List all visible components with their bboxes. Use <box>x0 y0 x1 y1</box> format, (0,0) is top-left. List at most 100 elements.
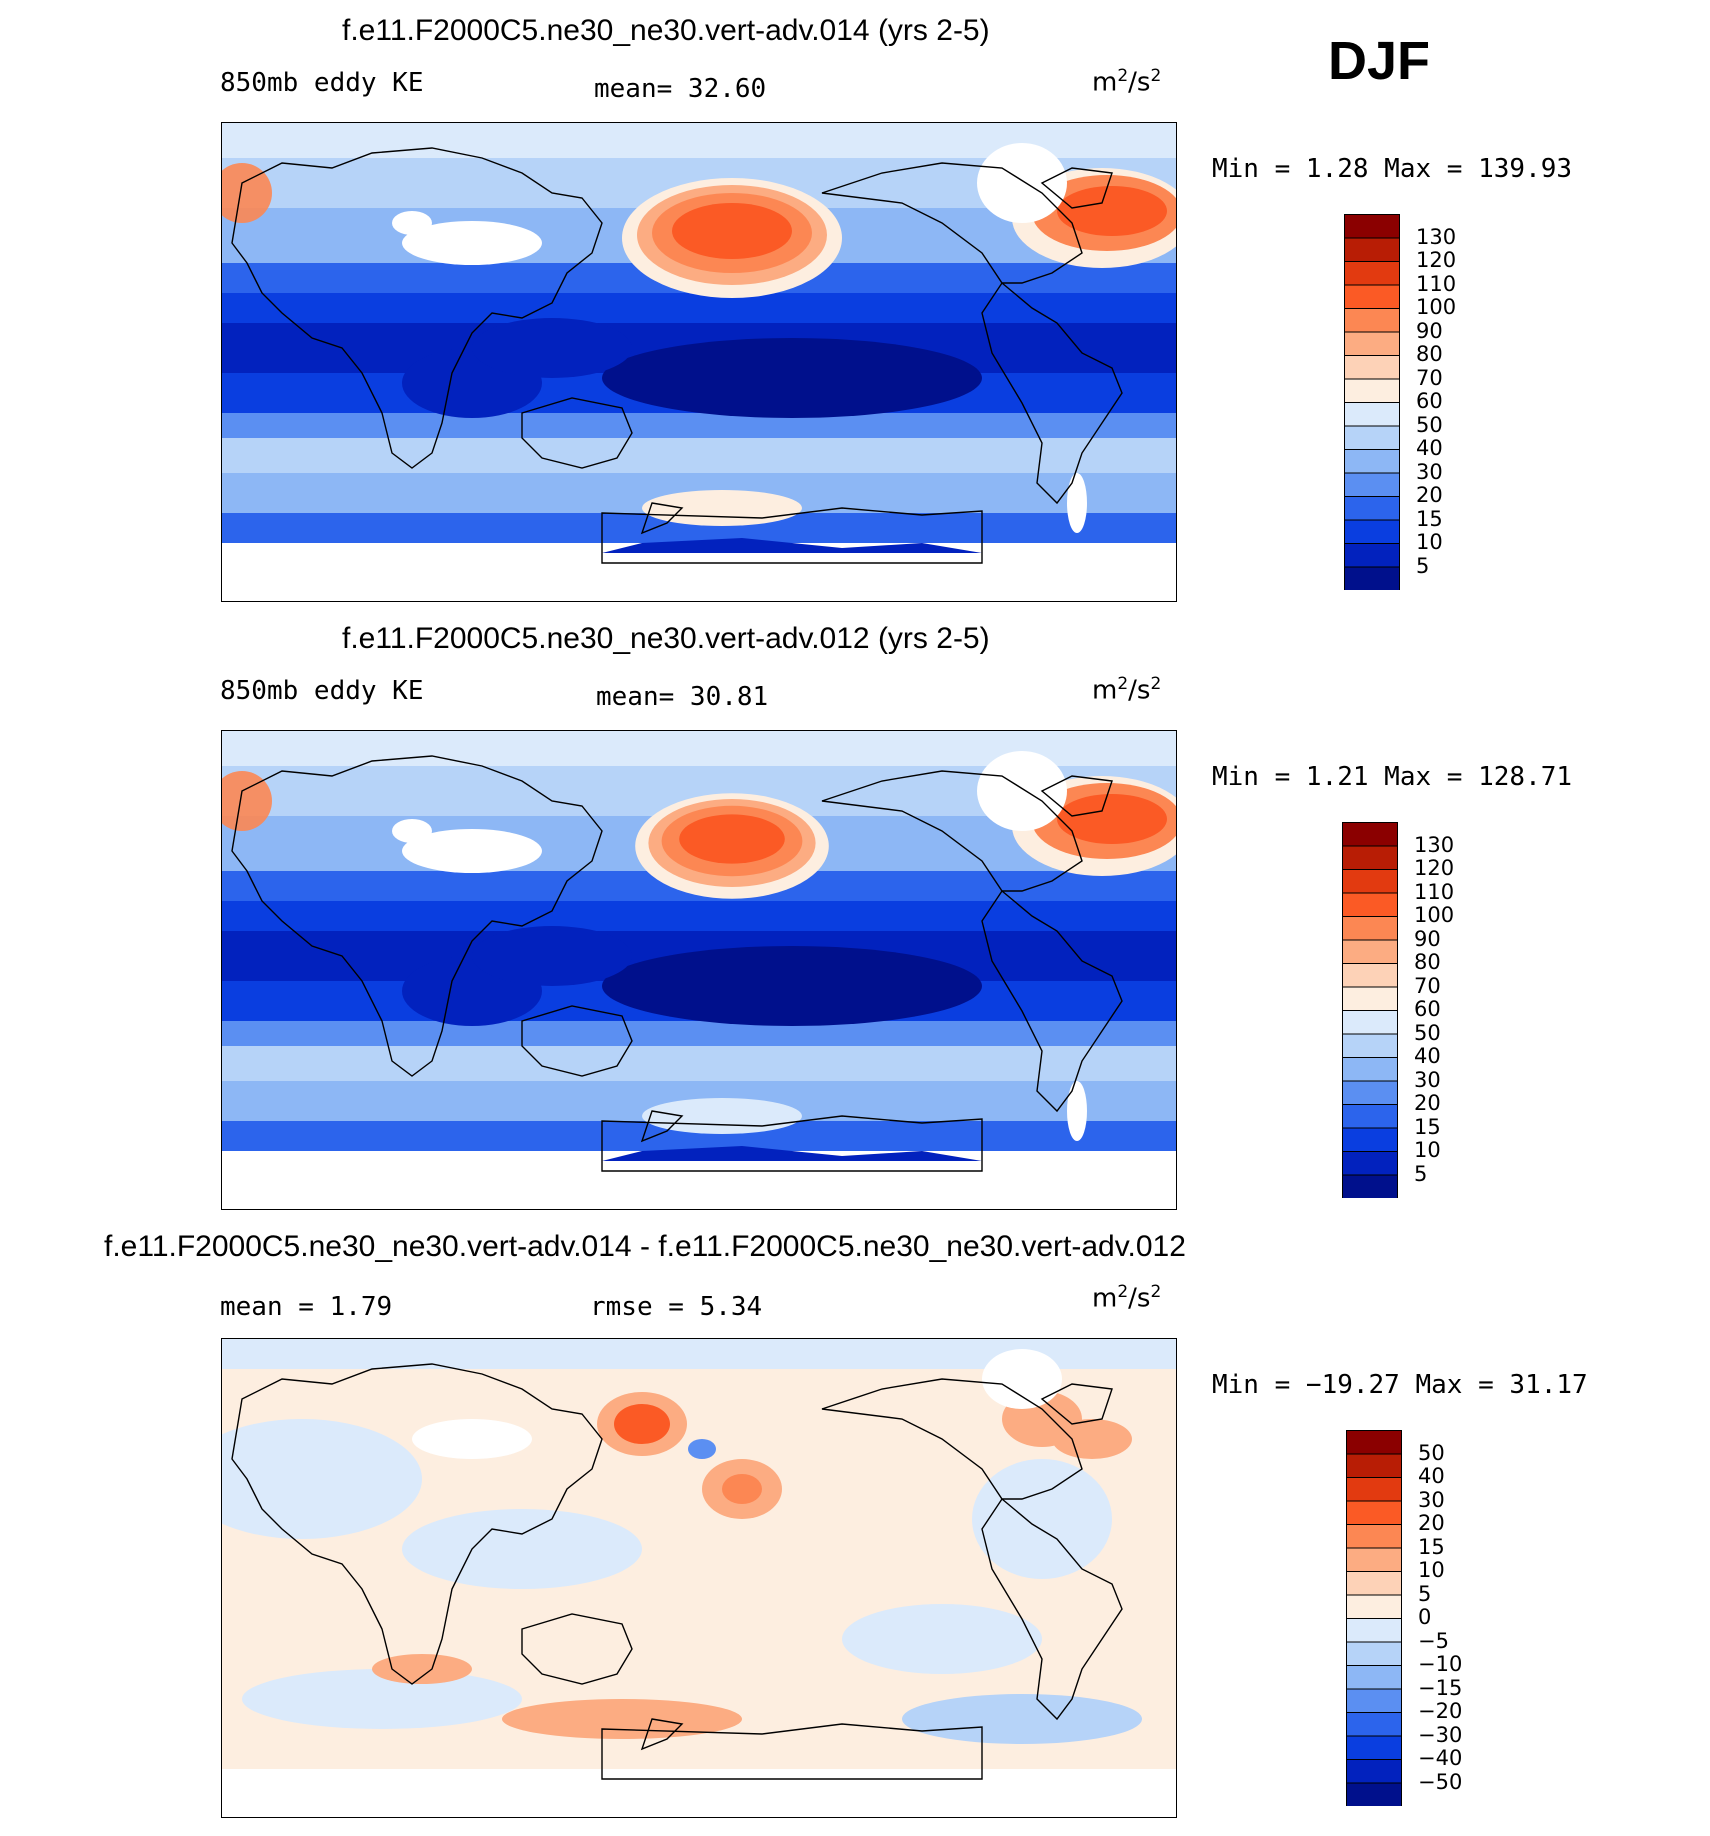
colorbar-tick-label: 80 <box>1414 950 1441 974</box>
panel-1-title: f.e11.F2000C5.ne30_ne30.vert-adv.014 (yr… <box>342 14 990 47</box>
colorbar-swatch <box>1344 496 1400 521</box>
panel-2-map <box>221 730 1177 1210</box>
colorbar-tick-label: 90 <box>1414 926 1441 951</box>
colorbar-tick-label: 5 <box>1414 1161 1428 1186</box>
coastline <box>231 147 603 469</box>
colorbar-swatch <box>1346 1759 1402 1784</box>
coastline <box>521 1005 633 1077</box>
panel-1-minmax: Min = 1.28 Max = 139.93 <box>1212 154 1573 184</box>
colorbar-tick-label: 70 <box>1416 365 1443 390</box>
colorbar-tick-label: 60 <box>1414 997 1441 1021</box>
colorbar-swatch <box>1342 916 1398 941</box>
colorbar-tick-label: 70 <box>1414 973 1441 998</box>
colorbar-tick-label: 20 <box>1414 1091 1441 1115</box>
colorbar-swatch <box>1346 1547 1402 1572</box>
colorbar-tick-label: 50 <box>1418 1440 1445 1465</box>
panel-3-title: f.e11.F2000C5.ne30_ne30.vert-adv.014 - f… <box>104 1230 1186 1263</box>
colorbar-tick-label: 50 <box>1416 412 1443 437</box>
colorbar-swatch <box>1344 425 1400 450</box>
coastline <box>821 162 1083 284</box>
coastline <box>601 1115 983 1172</box>
colorbar-tick-label: 110 <box>1414 879 1455 904</box>
panel-3-map <box>221 1338 1177 1818</box>
coastline <box>1040 1383 1113 1425</box>
colorbar-swatch <box>1344 308 1400 333</box>
colorbar-swatch <box>1342 1057 1398 1082</box>
colorbar-swatch <box>1344 214 1400 239</box>
panel-3-units: m2/s2 <box>1092 1282 1162 1314</box>
colorbar-swatch <box>1344 355 1400 380</box>
colorbar-swatch <box>1342 1080 1398 1105</box>
panel-1-variable-label: 850mb eddy KE <box>220 68 424 98</box>
colorbar-tick-label: 120 <box>1416 248 1457 272</box>
coastline <box>521 397 633 469</box>
colorbar-swatch <box>1342 869 1398 894</box>
colorbar-swatch <box>1346 1688 1402 1713</box>
colorbar-tick-label: −10 <box>1418 1652 1463 1676</box>
panel-1-units: m2/s2 <box>1092 66 1162 98</box>
colorbar-swatch <box>1346 1618 1402 1643</box>
colorbar-swatch <box>1342 822 1398 847</box>
colorbar-swatch <box>1342 845 1398 870</box>
panel-1-mean-label: mean= 32.60 <box>594 74 767 104</box>
colorbar-swatch <box>1344 261 1400 286</box>
panel-1-map <box>221 122 1177 602</box>
coastline <box>601 507 983 564</box>
season-label: DJF <box>1328 31 1431 91</box>
panel-2-variable-label: 850mb eddy KE <box>220 676 424 706</box>
colorbar-swatch <box>1344 331 1400 356</box>
coastline <box>640 1110 684 1143</box>
panel-3-mean-label: mean = 1.79 <box>220 1292 393 1322</box>
colorbar-swatch <box>1342 1174 1398 1199</box>
coastline <box>521 1613 633 1685</box>
colorbar-boxes <box>1342 822 1398 1199</box>
panel-3-minmax: Min = −19.27 Max = 31.17 <box>1212 1370 1588 1400</box>
colorbar-tick-label: 130 <box>1414 832 1455 857</box>
colorbar-swatch <box>1346 1594 1402 1619</box>
colorbar-tick-label: 10 <box>1416 530 1443 554</box>
colorbar-swatch <box>1346 1641 1402 1666</box>
colorbar-swatch <box>1342 986 1398 1011</box>
colorbar-swatch <box>1346 1665 1402 1690</box>
coastline <box>821 770 1083 892</box>
colorbar-swatch <box>1342 892 1398 917</box>
panel-2-colorbar: 130 120 110 100 90 80 70 60 50 40 30 20 15 10 5 <box>1342 822 1454 1203</box>
panel-2-units: m2/s2 <box>1092 674 1162 706</box>
coastline <box>1040 775 1113 817</box>
colorbar-tick-label: 80 <box>1416 342 1443 366</box>
panel-1-colorbar: 130 120 110 100 90 80 70 60 50 40 30 20 15 10 5 <box>1344 214 1456 595</box>
colorbar-tick-label: 30 <box>1416 459 1443 484</box>
colorbar-swatch <box>1342 1127 1398 1152</box>
coastline <box>601 1723 983 1780</box>
colorbar-tick-label: 15 <box>1416 506 1443 531</box>
colorbar-tick-label: 5 <box>1416 553 1430 578</box>
colorbar-swatch <box>1346 1524 1402 1549</box>
colorbar-tick-label: 15 <box>1414 1114 1441 1139</box>
colorbar-tick-label: 130 <box>1416 224 1457 249</box>
colorbar-tick-label: 15 <box>1418 1534 1445 1559</box>
colorbar-swatch <box>1346 1500 1402 1525</box>
coastline <box>640 502 684 535</box>
colorbar-swatch <box>1346 1571 1402 1596</box>
colorbar-swatch <box>1346 1430 1402 1455</box>
coastline <box>640 1718 684 1751</box>
colorbar-swatch <box>1346 1735 1402 1760</box>
colorbar-tick-label: 90 <box>1416 318 1443 343</box>
colorbar-tick-label: 10 <box>1418 1558 1445 1582</box>
colorbar-swatch <box>1344 543 1400 568</box>
colorbar-swatch <box>1342 963 1398 988</box>
colorbar-tick-label: 40 <box>1416 436 1443 460</box>
panel-2-title: f.e11.F2000C5.ne30_ne30.vert-adv.012 (yr… <box>342 622 990 655</box>
colorbar-swatch <box>1344 449 1400 474</box>
colorbar-swatch <box>1344 519 1400 544</box>
colorbar-swatch <box>1344 284 1400 309</box>
colorbar-swatch <box>1344 237 1400 262</box>
panel-3-rmse-label: rmse = 5.34 <box>590 1292 763 1322</box>
colorbar-tick-label: 20 <box>1418 1511 1445 1535</box>
colorbar-swatch <box>1344 472 1400 497</box>
colorbar-tick-label: 120 <box>1414 856 1455 880</box>
coastline <box>981 281 1123 505</box>
colorbar-tick-label: 20 <box>1416 483 1443 507</box>
colorbar-tick-label: 30 <box>1418 1487 1445 1512</box>
panel-2-mean-label: mean= 30.81 <box>596 682 769 712</box>
